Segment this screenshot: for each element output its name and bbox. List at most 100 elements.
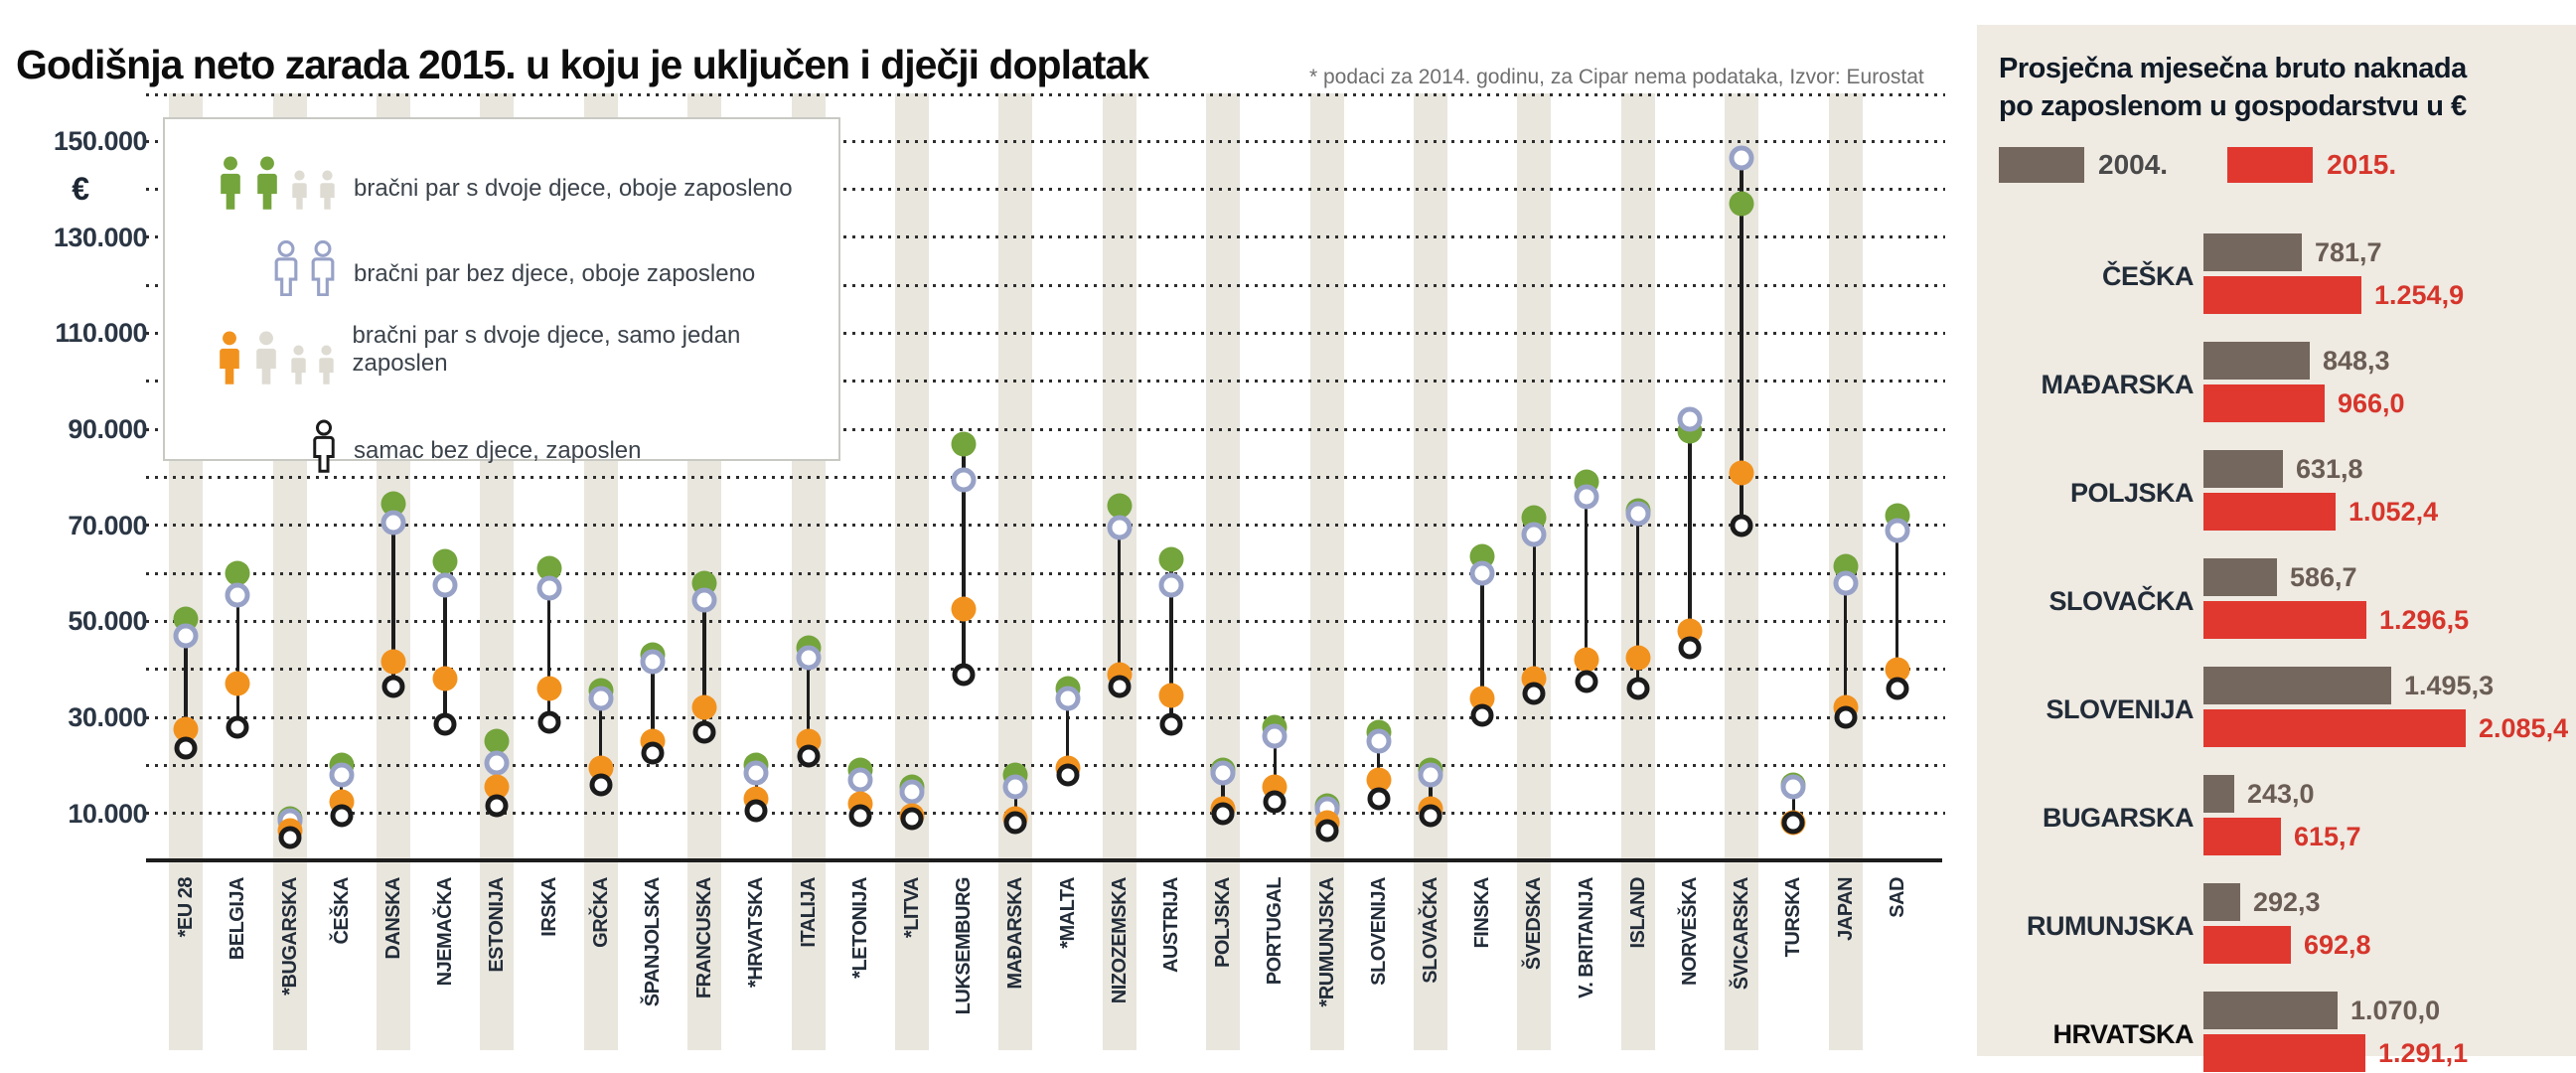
dumbbell-line (1635, 511, 1640, 689)
euro-axis-label: € (72, 170, 89, 207)
x-axis-label: NIZOZEMSKA (1108, 877, 1131, 1004)
marker-couple-2kids-one-employed (1574, 647, 1598, 673)
bar-line-2015: 692,8 (2203, 926, 2576, 964)
dumbbell-line (598, 690, 603, 785)
page-title: Godišnja neto zarada 2015. u koju je ukl… (16, 42, 1149, 87)
bar-2004 (2203, 883, 2240, 921)
marker-couple-no-kids-both-employed (1002, 774, 1028, 800)
marker-couple-no-kids-both-employed (899, 779, 925, 805)
value-2015: 1.052,4 (2349, 496, 2439, 527)
y-tick-label: 150.000 (53, 126, 148, 156)
marker-couple-no-kids-both-employed (1677, 406, 1703, 432)
marker-couple-2kids-one-employed (1625, 645, 1651, 671)
marker-single-employed (1470, 703, 1494, 727)
panel-legend: 2004. 2015. (1999, 147, 2576, 184)
x-axis-label: *EU 28 (175, 877, 198, 938)
x-axis-label: SLOVAČKA (1419, 877, 1441, 984)
bar-line-2004: 1.070,0 (2203, 992, 2576, 1029)
x-axis-label: JAPAN (1834, 877, 1857, 941)
marker-couple-2kids-one-employed (380, 649, 406, 675)
bar-line-2004: 292,3 (2203, 883, 2576, 921)
dumbbell-line (962, 443, 966, 675)
person-icon (274, 240, 298, 296)
bar-2004 (2203, 558, 2277, 596)
marker-couple-no-kids-both-employed (1885, 518, 1910, 542)
marker-couple-2kids-one-employed (691, 694, 717, 720)
y-tick-label: 90.000 (68, 414, 147, 444)
source-note: * podaci za 2014. godinu, za Cipar nema … (1309, 66, 1924, 88)
value-2015: 2.085,4 (2479, 712, 2569, 743)
marker-couple-no-kids-both-employed (951, 467, 977, 493)
dumbbell-line (1791, 784, 1796, 824)
value-2004: 781,7 (2315, 236, 2382, 267)
legend-icons (165, 330, 353, 385)
marker-couple-2kids-both-employed (1729, 191, 1754, 217)
x-axis-label: *BUGARSKA (278, 877, 301, 996)
bar-2004 (2203, 342, 2310, 380)
gridline (146, 283, 1945, 287)
bar-line-2015: 1.254,9 (2203, 276, 2576, 314)
country-label: RUMUNJSKA (2026, 910, 2195, 941)
marker-single-employed (1056, 763, 1079, 787)
x-axis-label: FINSKA (1471, 877, 1494, 949)
dumbbell-line (235, 573, 240, 727)
gridline (146, 187, 1945, 191)
panel-bar-rows: ČEŠKA 781,7 1.254,9 MAĐARSKA 848,3 966,0 POLJS… (1977, 233, 2576, 1073)
marker-couple-no-kids-both-employed (1418, 762, 1443, 788)
bar-2015 (2203, 926, 2291, 964)
y-tick-label: 10.000 (68, 798, 147, 829)
value-2004: 292,3 (2253, 886, 2321, 917)
x-axis-label: *LITVA (900, 877, 923, 939)
bar-2004 (2203, 450, 2283, 488)
bar-line-2015: 966,0 (2203, 384, 2576, 422)
marker-couple-no-kids-both-employed (691, 587, 717, 613)
marker-single-employed (1108, 675, 1132, 698)
legend-item-label: samac bez djece, zaposlen (354, 437, 642, 464)
marker-single-employed (900, 807, 924, 830)
gridline (146, 715, 1945, 719)
marker-couple-2kids-one-employed (432, 666, 458, 691)
legend-item: samac bez djece, zaposlen (165, 409, 838, 473)
bar-line-2004: 586,7 (2203, 558, 2576, 596)
marker-couple-no-kids-both-employed (1833, 570, 1858, 596)
marker-couple-no-kids-both-employed (173, 623, 199, 649)
marker-single-employed (1159, 712, 1183, 736)
country-label: POLJSKA (2069, 477, 2195, 508)
y-tick-label: 110.000 (55, 318, 147, 349)
legend-item-label: bračni par bez djece, oboje zaposleno (354, 260, 756, 287)
value-2004: 586,7 (2290, 561, 2357, 592)
marker-couple-2kids-both-employed (1158, 546, 1184, 571)
x-axis-label: ISLAND (1626, 877, 1649, 949)
gridline (146, 571, 1945, 575)
x-axis-label: MAĐARSKA (1004, 877, 1027, 990)
marker-single-employed (744, 799, 768, 823)
dumbbell-line (1532, 518, 1537, 693)
table-row: POLJSKA 631,8 1.052,4 (1977, 450, 2576, 536)
legend-swatch-2004 (1999, 147, 2084, 184)
marker-single-employed (537, 710, 560, 734)
marker-couple-no-kids-both-employed (225, 582, 250, 608)
bar-2015 (2203, 1034, 2365, 1072)
dumbbell-line (546, 568, 551, 722)
marker-couple-2kids-one-employed (536, 676, 561, 701)
bar-line-2004: 781,7 (2203, 233, 2576, 271)
marker-couple-no-kids-both-employed (743, 760, 769, 786)
x-axis-label: ŠPANJOLSKA (641, 877, 664, 1007)
person-icon (290, 345, 306, 384)
legend-label-2004: 2004. (2098, 149, 2169, 181)
x-axis-label: ČEŠKA (330, 877, 353, 945)
marker-single-employed (381, 675, 405, 698)
table-row: MAĐARSKA 848,3 966,0 (1977, 342, 2576, 427)
side-panel: Prosječna mjesečna bruto naknada po zapo… (1977, 25, 2576, 1072)
table-row: ČEŠKA 781,7 1.254,9 (1977, 233, 2576, 319)
x-axis-label: ŠVEDSKA (1523, 877, 1546, 971)
legend-icons (165, 240, 354, 296)
x-axis-label: POLJSKA (1212, 877, 1235, 968)
marker-couple-no-kids-both-employed (1780, 774, 1806, 800)
marker-couple-no-kids-both-employed (847, 767, 873, 793)
marker-single-employed (1626, 677, 1650, 700)
bar-pair: 243,0 615,7 (2203, 775, 2576, 860)
bar-pair: 781,7 1.254,9 (2203, 233, 2576, 319)
dumbbell-line (1065, 689, 1070, 775)
